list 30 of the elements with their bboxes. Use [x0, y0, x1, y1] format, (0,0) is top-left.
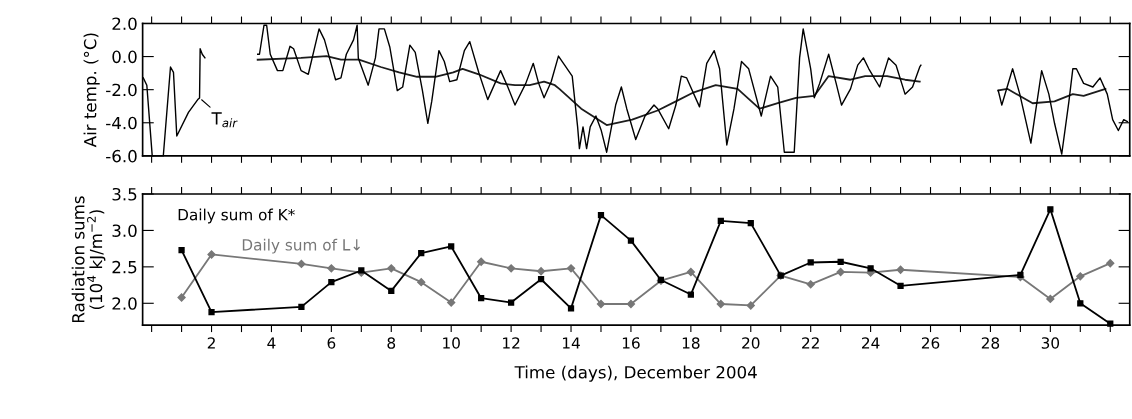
annotation: T$_{air}$	[211, 112, 238, 128]
x-tick-label: 18	[682, 337, 700, 349]
y-tick-label: 0.0	[112, 50, 137, 64]
x-tick-label: 8	[387, 337, 396, 349]
y-axis-title: Air temp. (°C)	[83, 33, 100, 148]
x-axis-title: Time (days), December 2004	[514, 365, 757, 382]
x-tick-label: 28	[981, 337, 1000, 349]
y-tick-label: 3.0	[112, 224, 137, 237]
y-tick-label: -4.0	[106, 116, 137, 130]
x-tick-label: 6	[327, 337, 336, 349]
legend-label: Daily sum of K*	[178, 208, 295, 224]
y-tick-label: -6.0	[106, 149, 137, 163]
x-tick-label: 16	[622, 337, 640, 349]
y-tick-label: -2.0	[106, 83, 137, 97]
series-label: Daily sum of L↓	[242, 238, 360, 254]
x-tick-label: 26	[921, 337, 940, 349]
x-tick-label: 24	[862, 337, 880, 349]
x-tick-label: 10	[443, 337, 460, 349]
y-tick-label: 2.5	[112, 260, 137, 274]
x-tick-label: 12	[503, 337, 520, 349]
x-tick-label: 4	[267, 337, 276, 349]
y-tick-label: 2.0	[112, 297, 137, 310]
x-tick-label: 20	[742, 337, 760, 349]
y-tick-label: 3.5	[112, 187, 137, 201]
x-tick-label: 22	[802, 337, 819, 349]
x-tick-label: 14	[562, 337, 580, 349]
x-tick-label: 30	[1041, 337, 1060, 349]
y-tick-label: 2.0	[112, 17, 137, 31]
y-axis-title: Radiation sums (10$^{4}$ kJ/m$^{−2}$)	[71, 196, 106, 323]
x-tick-label: 2	[207, 337, 215, 349]
